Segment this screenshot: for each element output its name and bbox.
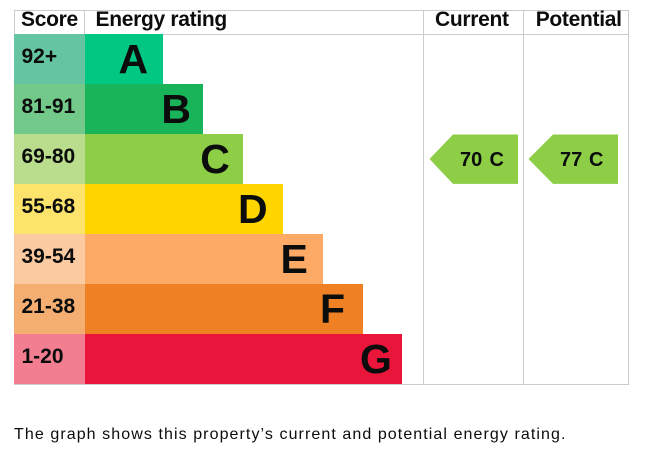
svg-text:C: C <box>589 148 603 170</box>
svg-text:C: C <box>490 148 504 170</box>
svg-text:77: 77 <box>560 148 582 170</box>
svg-text:70: 70 <box>460 148 482 170</box>
